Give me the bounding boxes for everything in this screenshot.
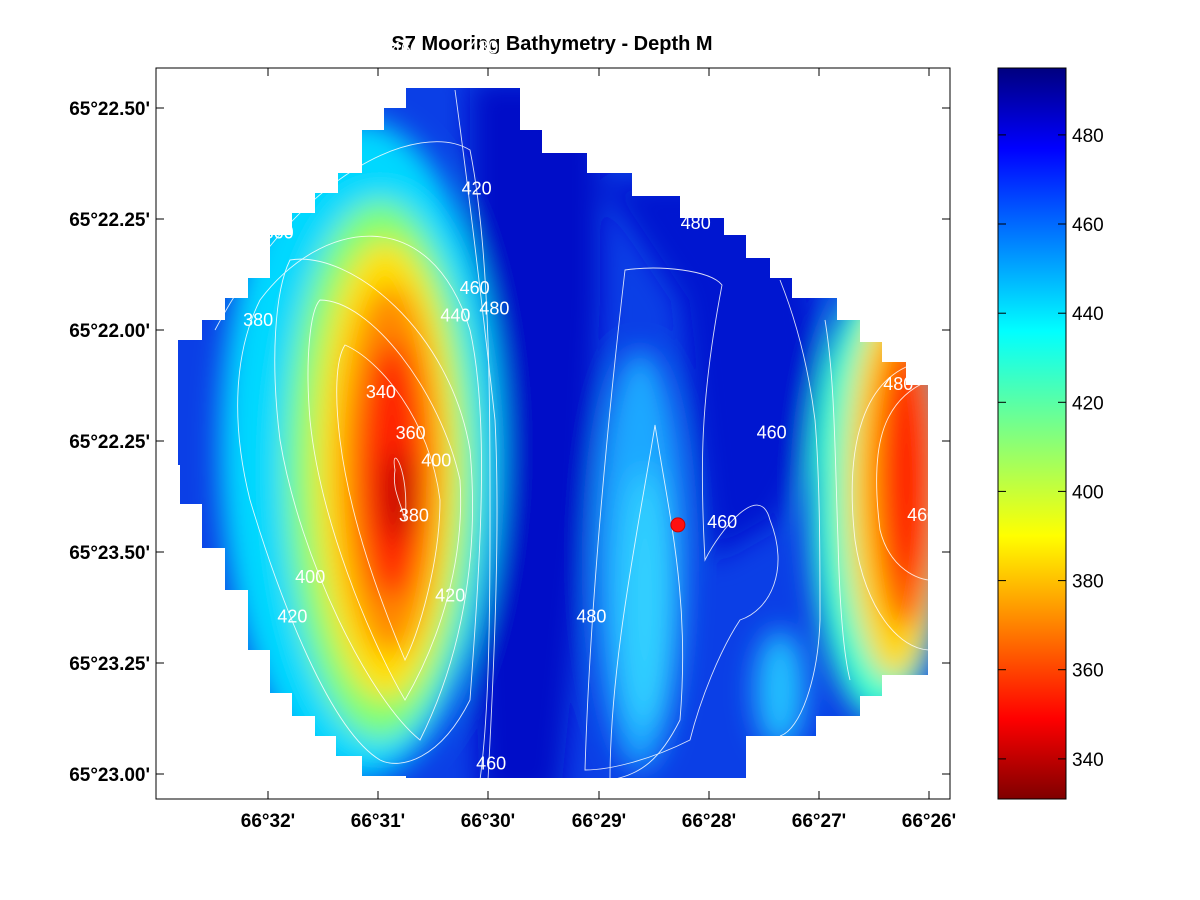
contour-label: 440 bbox=[229, 731, 259, 751]
contour-label: 400 bbox=[421, 451, 451, 471]
contour-label: 440 bbox=[910, 707, 940, 727]
contour-label: 420 bbox=[435, 585, 465, 605]
mooring-marker bbox=[670, 517, 686, 533]
chart-title: S7 Mooring Bathymetry - Depth M bbox=[391, 33, 712, 55]
y-tick-label: 65°22.00' bbox=[69, 321, 150, 342]
colorbar-tick-label: 340 bbox=[1072, 750, 1104, 771]
contour-label: 380 bbox=[1095, 450, 1125, 470]
contour-label: 460 bbox=[772, 744, 802, 764]
colorbar-ticks: 480 460 440 420 400 380 360 340 bbox=[998, 126, 1104, 771]
contour-label: 400 bbox=[295, 567, 325, 587]
y-tick-label: 65°23.00' bbox=[69, 765, 150, 786]
y-tick-label: 65°22.25' bbox=[69, 210, 150, 231]
contour-label: 480 bbox=[790, 206, 820, 226]
x-tick-label: 66°29' bbox=[572, 811, 626, 832]
colorbar-tick-label: 380 bbox=[1072, 572, 1104, 593]
colorbar-tick-label: 460 bbox=[1072, 215, 1104, 236]
contour-label: 480 bbox=[479, 298, 509, 318]
contour-lines bbox=[214, 89, 928, 778]
contour-label: 460 bbox=[391, 39, 421, 59]
contour-label: 480 bbox=[576, 607, 606, 627]
contour-label: 380 bbox=[301, 168, 331, 188]
contour-label: 380 bbox=[243, 310, 273, 330]
contour-label: 440 bbox=[382, 834, 412, 854]
contour-label: 400 bbox=[1081, 209, 1111, 229]
colorbar-tick-label: 420 bbox=[1072, 393, 1104, 414]
contour-label: 460 bbox=[707, 512, 737, 532]
colorbar-tick-label: 440 bbox=[1072, 304, 1104, 325]
y-tick-label: 65°23.25' bbox=[69, 654, 150, 675]
tick-marks bbox=[156, 68, 950, 799]
colorbar bbox=[997, 67, 1067, 800]
x-tick-label: 66°27' bbox=[792, 811, 846, 832]
contour-label: 360 bbox=[1131, 268, 1161, 288]
contour-label: 380 bbox=[399, 506, 429, 526]
colorbar-tick-label: 360 bbox=[1072, 661, 1104, 682]
colorbar-tick-label: 400 bbox=[1072, 482, 1104, 503]
contour-label: 460 bbox=[1069, 606, 1099, 626]
y-tick-labels: 65°22.50' 65°22.25' 65°22.00' 65°22.25' … bbox=[69, 99, 150, 786]
y-tick-label: 65°22.25' bbox=[69, 432, 150, 453]
x-tick-label: 66°26' bbox=[902, 811, 956, 832]
contour-label: 440 bbox=[101, 317, 131, 337]
x-tick-label: 66°31' bbox=[351, 811, 405, 832]
contour-label: 420 bbox=[462, 178, 492, 198]
x-tick-labels: 66°32' 66°31' 66°30' 66°29' 66°28' 66°27… bbox=[241, 811, 956, 832]
plot-frame bbox=[155, 67, 951, 800]
contour-label: 460 bbox=[476, 754, 506, 774]
contour-label: 360 bbox=[264, 223, 294, 243]
contour-label: 420 bbox=[120, 209, 150, 229]
contour-label: 440 bbox=[345, 104, 375, 124]
x-tick-label: 66°32' bbox=[241, 811, 295, 832]
colorbar-tick-label: 480 bbox=[1072, 126, 1104, 147]
contour-label: 440 bbox=[471, 800, 501, 820]
x-tick-label: 66°30' bbox=[461, 811, 515, 832]
contour-label: 480 bbox=[349, 41, 379, 61]
contour-label: 420 bbox=[277, 607, 307, 627]
x-tick-label: 66°28' bbox=[682, 811, 736, 832]
contour-label: 400 bbox=[1164, 577, 1194, 597]
contour-label: 480 bbox=[681, 213, 711, 233]
contour-label: 440 bbox=[1072, 562, 1102, 582]
y-tick-label: 65°22.50' bbox=[69, 99, 150, 120]
contour-label: 420 bbox=[1094, 519, 1124, 539]
contour-label: 400 bbox=[285, 145, 315, 165]
contour-label: 400 bbox=[167, 178, 197, 198]
contour-label: 360 bbox=[396, 423, 426, 443]
contour-label: 460 bbox=[907, 505, 937, 525]
contour-label: 480 bbox=[883, 374, 913, 394]
contour-label: 480 bbox=[488, 777, 518, 797]
contour-label: 340 bbox=[366, 382, 396, 402]
contour-label: 460 bbox=[17, 165, 47, 185]
contour-label: 440 bbox=[440, 305, 470, 325]
contour-label: 460 bbox=[460, 278, 490, 298]
contour-label: 460 bbox=[757, 422, 787, 442]
contour-label: 460 bbox=[193, 704, 223, 724]
contour-label: 480 bbox=[468, 38, 498, 58]
y-tick-label: 65°23.50' bbox=[69, 543, 150, 564]
